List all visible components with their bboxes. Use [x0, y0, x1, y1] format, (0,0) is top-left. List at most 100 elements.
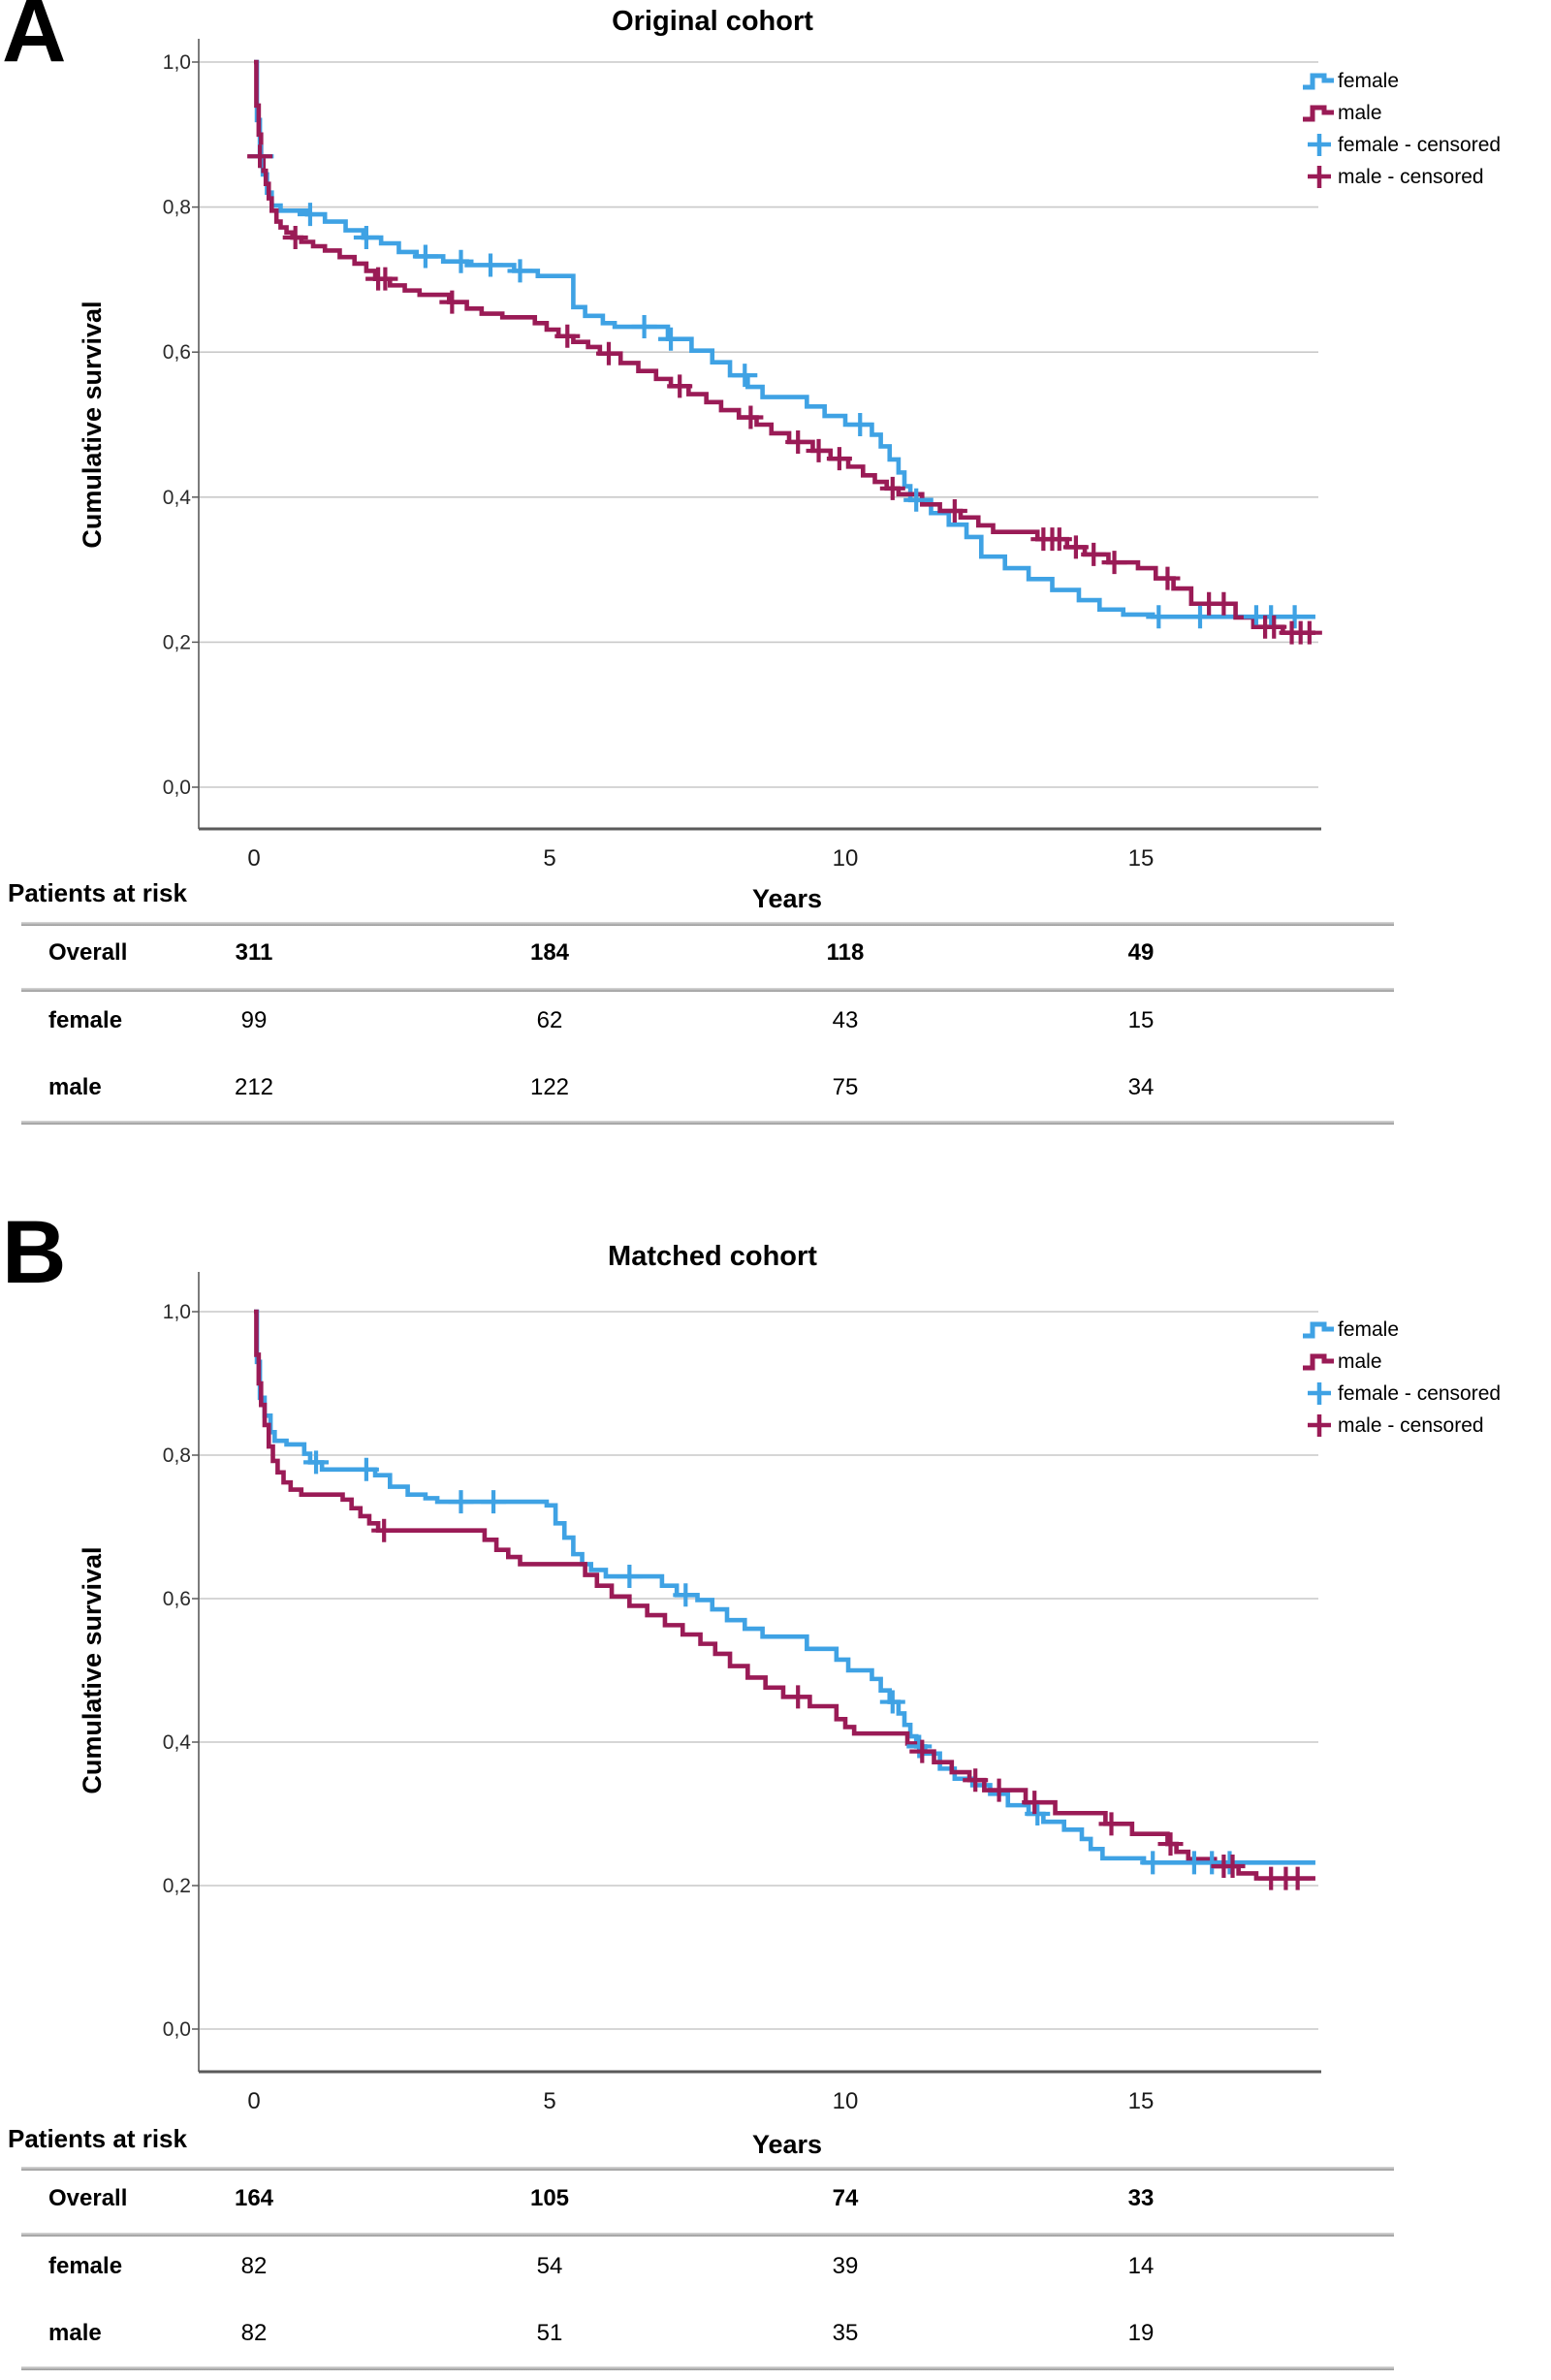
risk-value: 184 — [529, 939, 570, 966]
risk-value: 49 — [1127, 939, 1155, 966]
male-line-swatch-icon — [1303, 105, 1334, 122]
x-tick-label: 15 — [1128, 2088, 1155, 2114]
step-line-glyph — [1303, 105, 1334, 122]
censor-marks-female — [248, 144, 1308, 629]
plus-glyph — [1308, 1414, 1331, 1437]
risk-value: 54 — [536, 2253, 563, 2279]
y-tick-label: 0,4 — [163, 487, 192, 509]
step-line-glyph — [1303, 73, 1334, 90]
female-censored-plus-icon — [1308, 134, 1331, 156]
panel-a-letter: A — [2, 0, 67, 80]
table-rule — [21, 2233, 1394, 2237]
legend-item-female: female — [1301, 1314, 1551, 1346]
legend-label: female - censored — [1338, 133, 1502, 156]
risk-value: 99 — [240, 1007, 268, 1033]
y-tick-label: 1,0 — [163, 51, 191, 74]
survival-plot-panel-b: 1,0 0,8 0,6 0,4 0,2 0,0 0 5 10 15 — [163, 1272, 1321, 2114]
panel-a-patients-at-risk-label: Patients at risk — [8, 878, 187, 907]
legend-item-male-censored: male - censored — [1301, 161, 1551, 193]
x-tick-label: 0 — [247, 2088, 260, 2114]
survival-curve-male — [254, 59, 1315, 635]
risk-value: 35 — [832, 2320, 859, 2346]
legend-item-male-censored: male - censored — [1301, 1410, 1551, 1442]
male-line-swatch-icon — [1303, 1353, 1334, 1371]
risk-value: 62 — [536, 1007, 563, 1033]
censor-marks-male — [371, 1518, 1311, 1890]
panel-b-legend: female male female - censored male - cen… — [1301, 1314, 1551, 1442]
legend-label: female — [1338, 1317, 1400, 1341]
y-tick-label: 0,2 — [163, 1875, 191, 1897]
legend-label: male — [1338, 1349, 1382, 1373]
row-label: male — [48, 1074, 102, 1100]
row-label: Overall — [48, 2185, 128, 2211]
panel-b-title: Matched cohort — [608, 1241, 817, 1272]
panel-a-legend: female male female - censored male - cen… — [1301, 65, 1551, 193]
risk-value: 43 — [832, 1007, 859, 1033]
y-tick-label: 0,0 — [163, 777, 191, 799]
panel-a-title: Original cohort — [612, 6, 813, 37]
y-tick-label: 1,0 — [163, 1301, 191, 1323]
legend-item-male: male — [1301, 97, 1551, 129]
survival-curve-female — [254, 1309, 1315, 1865]
legend-label: male - censored — [1338, 165, 1484, 188]
plus-glyph — [1308, 1382, 1331, 1405]
risk-value: 105 — [529, 2185, 570, 2211]
survival-plot-panel-a: 1,0 0,8 0,6 0,4 0,2 0,0 0 5 10 15 — [163, 39, 1322, 872]
male-censored-plus-icon — [1308, 166, 1331, 188]
panel-b-letter: B — [2, 1203, 67, 1302]
x-tick-label: 5 — [543, 2088, 555, 2114]
female-line-swatch-icon — [1303, 1321, 1334, 1339]
legend-label: male — [1338, 101, 1382, 124]
risk-value: 122 — [529, 1074, 570, 1100]
legend-label: male - censored — [1338, 1413, 1484, 1437]
risk-value: 311 — [235, 939, 273, 966]
risk-value: 212 — [234, 1074, 274, 1100]
legend-item-female-censored: female - censored — [1301, 1378, 1551, 1410]
panel-a-x-axis-title: Years — [751, 884, 823, 913]
row-label: male — [48, 2320, 102, 2346]
y-tick-label: 0,2 — [163, 631, 191, 653]
legend-item-female-censored: female - censored — [1301, 129, 1551, 161]
y-tick-label: 0,8 — [163, 1444, 191, 1467]
plus-glyph — [1308, 134, 1331, 156]
risk-value: 19 — [1127, 2320, 1155, 2346]
row-label: Overall — [48, 939, 128, 966]
row-label: female — [48, 1007, 123, 1033]
x-tick-label: 5 — [543, 845, 555, 872]
risk-value: 34 — [1127, 1074, 1155, 1100]
y-tick-label: 0,4 — [163, 1731, 192, 1754]
risk-value: 39 — [832, 2253, 859, 2279]
panel-b-x-axis-title: Years — [751, 2130, 823, 2159]
risk-value: 75 — [832, 1074, 859, 1100]
y-tick-label: 0,0 — [163, 2018, 191, 2041]
risk-value: 164 — [234, 2185, 274, 2211]
y-tick-label: 0,6 — [163, 341, 191, 364]
survival-curve-male — [254, 1309, 1315, 1881]
female-censored-plus-icon — [1308, 1382, 1331, 1405]
table-rule — [21, 1121, 1394, 1125]
risk-value: 82 — [240, 2253, 268, 2279]
plus-glyph — [1308, 166, 1331, 188]
risk-value: 118 — [826, 939, 865, 966]
panel-b-y-axis-title: Cumulative survival — [78, 1546, 107, 1794]
table-rule — [21, 922, 1394, 926]
x-tick-label: 0 — [247, 845, 260, 872]
x-tick-label: 15 — [1128, 845, 1155, 872]
step-line-glyph — [1303, 1321, 1334, 1339]
male-censored-plus-icon — [1308, 1414, 1331, 1437]
step-line-glyph — [1303, 1353, 1334, 1371]
risk-value: 74 — [832, 2185, 859, 2211]
censor-marks-male — [247, 144, 1322, 645]
panel-b-patients-at-risk-label: Patients at risk — [8, 2124, 187, 2153]
censor-marks-female — [303, 1450, 1243, 1875]
legend-item-female: female — [1301, 65, 1551, 97]
x-tick-label: 10 — [833, 845, 859, 872]
risk-value: 14 — [1127, 2253, 1155, 2279]
panel-a-y-axis-title: Cumulative survival — [78, 301, 107, 549]
legend-label: female - censored — [1338, 1381, 1502, 1405]
table-rule — [21, 2366, 1394, 2370]
y-tick-label: 0,8 — [163, 197, 191, 219]
row-label: female — [48, 2253, 123, 2279]
